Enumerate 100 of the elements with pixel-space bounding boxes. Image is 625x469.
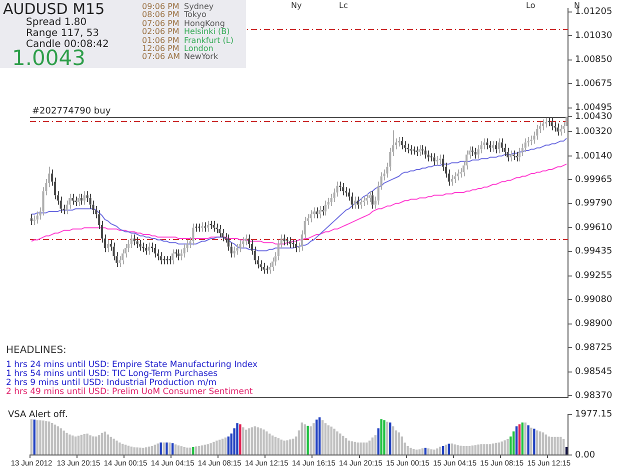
- bar: [474, 445, 476, 454]
- bar: [98, 435, 100, 454]
- candlestick: [533, 131, 536, 144]
- bar: [530, 428, 532, 454]
- bar: [86, 434, 88, 454]
- candlestick: [192, 223, 194, 246]
- annotation: Tokyo: [184, 10, 206, 20]
- candlestick: [342, 182, 344, 196]
- bar: [316, 420, 318, 454]
- bar: [342, 436, 344, 454]
- annotation: 07:06 PM: [142, 18, 180, 28]
- bar: [130, 446, 133, 454]
- bar: [156, 444, 159, 454]
- candlestick: [494, 140, 497, 154]
- candlestick: [489, 140, 492, 152]
- bar: [171, 443, 174, 454]
- candlestick: [318, 206, 321, 219]
- candlestick: [74, 196, 77, 207]
- bar: [321, 420, 324, 454]
- y-tick-label: 1.00430: [575, 112, 612, 122]
- y-tick-label: 0.98900: [575, 319, 612, 330]
- y-tick-label: 1.00320: [575, 126, 612, 137]
- bar: [462, 446, 465, 454]
- bar: [554, 436, 556, 454]
- candlestick: [142, 242, 144, 253]
- candlestick: [524, 138, 526, 152]
- bar: [266, 431, 268, 454]
- bar: [45, 421, 48, 454]
- candlestick: [106, 239, 109, 253]
- bar: [500, 441, 503, 454]
- bar: [300, 422, 304, 454]
- candlestick: [239, 239, 242, 253]
- candlestick: [212, 220, 215, 232]
- bar: [216, 440, 218, 454]
- bar: [112, 438, 115, 454]
- annotation: Sydney: [184, 2, 214, 11]
- candlestick: [398, 136, 400, 147]
- bar: [30, 419, 33, 454]
- bar: [166, 442, 168, 454]
- bar: [533, 428, 536, 454]
- annotation: Lo: [526, 1, 536, 10]
- candlestick: [483, 138, 486, 150]
- bar: [421, 448, 424, 454]
- bar: [450, 444, 453, 454]
- bar: [54, 424, 56, 454]
- bar: [454, 444, 456, 454]
- bar: [468, 446, 471, 454]
- candlestick: [350, 192, 353, 210]
- candlestick: [289, 236, 292, 249]
- candlestick: [216, 223, 218, 234]
- bar: [280, 440, 282, 454]
- bar: [145, 447, 148, 454]
- bar: [560, 436, 562, 454]
- candlestick: [245, 234, 248, 246]
- candlestick: [183, 243, 186, 258]
- bar: [412, 449, 415, 454]
- bar: [310, 426, 312, 454]
- bar: [66, 432, 68, 454]
- bar: [189, 448, 192, 454]
- bar: [72, 435, 74, 454]
- y-tick-label: 0.99080: [575, 294, 612, 305]
- candlestick: [556, 122, 559, 136]
- bar: [488, 444, 492, 454]
- candlestick: [360, 197, 362, 210]
- annotation: Frankfurt (L): [184, 36, 234, 45]
- candlestick: [283, 234, 286, 246]
- bar: [465, 446, 468, 454]
- annotation: 08:06 PM: [142, 10, 180, 20]
- bar: [362, 442, 365, 454]
- bar: [371, 438, 374, 454]
- bar: [565, 446, 568, 454]
- candlestick: [310, 210, 312, 223]
- candlestick: [345, 186, 348, 198]
- bar: [389, 422, 392, 454]
- bar: [206, 444, 209, 454]
- bar: [524, 422, 526, 454]
- candlestick: [474, 147, 476, 160]
- candlestick: [112, 242, 115, 261]
- bar: [312, 423, 315, 454]
- bar: [160, 442, 162, 454]
- bar: [268, 434, 271, 454]
- bar: [544, 434, 548, 454]
- bar: [36, 420, 38, 454]
- candlestick: [130, 234, 132, 249]
- candlestick: [122, 248, 124, 265]
- candlestick: [460, 168, 462, 178]
- y-tick-label: 0.98370: [575, 390, 612, 401]
- bar: [504, 440, 506, 454]
- annotation: 2 hrs 9 mins until USD: Industrial Production m/m: [6, 378, 217, 388]
- bar: [283, 440, 286, 454]
- candlestick: [321, 206, 324, 216]
- y-tick-label: 1.00495: [575, 103, 612, 114]
- bar: [542, 432, 544, 454]
- candlestick: [500, 138, 503, 152]
- bar: [242, 427, 244, 454]
- bar: [368, 440, 371, 454]
- bar: [386, 422, 388, 454]
- bar: [394, 430, 398, 454]
- annotation: VSA Alert off.: [8, 410, 68, 420]
- annotation: Spread 1.80: [26, 17, 87, 28]
